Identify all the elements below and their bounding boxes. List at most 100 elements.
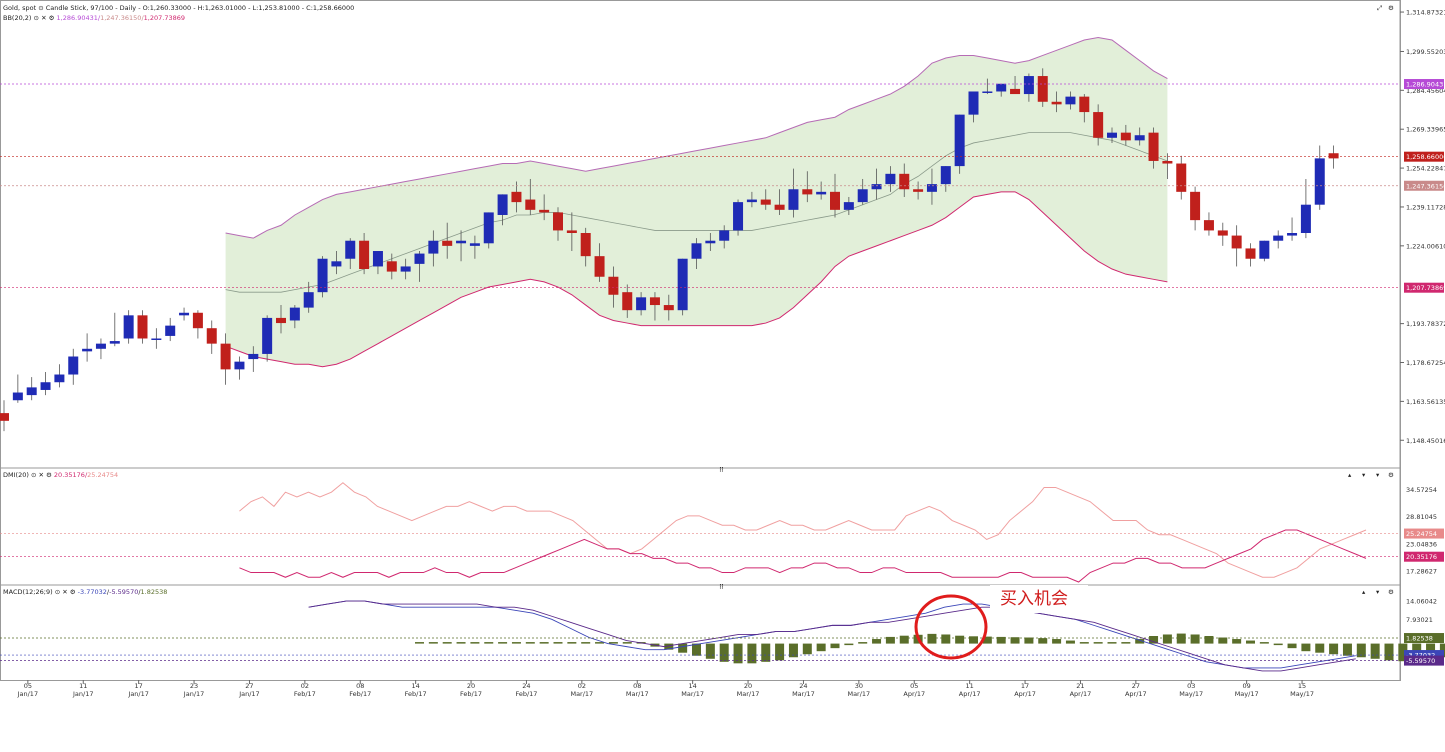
- macd-histogram-bar: [1370, 643, 1380, 659]
- macd-histogram-bar: [830, 643, 840, 649]
- macd-histogram-bar: [941, 634, 951, 644]
- candle-body: [649, 297, 660, 306]
- gear-icon[interactable]: ⚙: [1388, 471, 1394, 479]
- value-tag-text: 1,258.66000: [1406, 153, 1445, 161]
- candle-body: [151, 338, 162, 340]
- macd-axis-label: 7.93021: [1406, 616, 1433, 624]
- move-up-icon[interactable]: ▴: [1348, 471, 1352, 479]
- price-axis-label: 1,284.45604: [1406, 87, 1445, 95]
- macd-histogram-bar: [415, 642, 424, 644]
- candle-body: [262, 317, 273, 354]
- candle-body: [719, 230, 730, 241]
- instrument-label: Gold, spot ⊙ Candle Stick, 97/100 - Dail…: [3, 4, 354, 12]
- resize-handle-icon[interactable]: ⠿: [719, 583, 724, 591]
- macd-histogram-bar: [1121, 642, 1131, 644]
- candle-body: [885, 173, 896, 185]
- candle-body: [276, 317, 286, 324]
- macd-histogram-bar: [1384, 643, 1394, 661]
- macd-histogram-bar: [525, 642, 535, 644]
- time-axis-month: Apr/17: [959, 690, 981, 698]
- candle-body: [303, 292, 314, 308]
- macd-histogram-bar: [1273, 643, 1283, 646]
- move-down-icon[interactable]: ▾: [1376, 588, 1380, 596]
- candle-body: [26, 387, 37, 396]
- move-up-icon[interactable]: ▴: [1362, 588, 1366, 596]
- candle-body: [871, 184, 882, 190]
- dmi-axis-label: 28.81045: [1406, 513, 1437, 521]
- time-axis-day: 02: [578, 682, 586, 690]
- close-icon[interactable]: ✕: [41, 14, 46, 22]
- dmi-axis-label: 17.28627: [1406, 568, 1437, 576]
- resize-handle-icon[interactable]: ⠿: [719, 466, 724, 474]
- value-tag-text: -3.77032: [1406, 652, 1435, 660]
- macd-histogram-bar: [885, 636, 895, 644]
- time-axis-day: 23: [190, 682, 198, 690]
- candle-body: [54, 374, 65, 383]
- time-axis-month: Jan/17: [183, 690, 204, 698]
- eye-icon[interactable]: ⊙: [55, 588, 60, 596]
- gear-icon[interactable]: ⚙: [70, 588, 76, 596]
- candle-body: [1051, 101, 1062, 105]
- macd-histogram-and-lines: [308, 600, 1445, 672]
- candle-body: [497, 194, 508, 215]
- eye-icon[interactable]: ⊙: [34, 14, 39, 22]
- axes: 1,314.87321 1,299.55203 1,284.45604 1,269.3…: [17, 9, 1445, 698]
- macd-histogram-bar: [1301, 643, 1311, 652]
- gear-icon[interactable]: ⚙: [46, 471, 52, 479]
- candle-body: [1010, 88, 1021, 95]
- value-tag: -5.59570: [1404, 655, 1444, 666]
- candle-body: [705, 240, 716, 244]
- candle-body: [123, 315, 134, 339]
- macd-histogram-bar: [761, 643, 771, 662]
- candle-body: [1065, 96, 1076, 105]
- gear-icon[interactable]: ⚙: [1388, 588, 1394, 596]
- macd-histogram-bar: [1218, 637, 1228, 644]
- candle-body: [1259, 240, 1270, 259]
- value-tag-text: -5.59570: [1406, 657, 1435, 665]
- macd-histogram-bar: [595, 642, 605, 644]
- candles: [0, 68, 1339, 432]
- expand-icon[interactable]: ⤢: [1377, 4, 1383, 12]
- close-icon[interactable]: ✕: [62, 588, 67, 596]
- macd-histogram-bar: [1149, 636, 1159, 644]
- candle-body: [843, 202, 854, 210]
- price-axis-label: 1,163.56135: [1406, 398, 1445, 406]
- bb-lower-line: [225, 191, 1168, 368]
- move-down-icon[interactable]: ▾: [1362, 471, 1366, 479]
- time-axis-month: Mar/17: [626, 690, 649, 698]
- candle-body: [733, 202, 744, 231]
- macd-histogram-bar: [969, 636, 978, 644]
- candle-body: [1231, 235, 1242, 249]
- eye-icon[interactable]: ⊙: [31, 471, 36, 479]
- time-axis-day: 05: [910, 682, 918, 690]
- macd-histogram-bar: [581, 642, 591, 644]
- candle-body: [746, 199, 757, 203]
- value-tags: 1,286.90431 1,258.66000 1,247.36150 1,207.7…: [0, 79, 1445, 666]
- eye-icon[interactable]: ⊙: [38, 4, 43, 12]
- candle-body: [1314, 158, 1325, 205]
- time-axis-day: 15: [1298, 682, 1306, 690]
- value-tag-box: [1404, 633, 1444, 644]
- time-axis-day: 27: [245, 682, 253, 690]
- candle-body: [1190, 191, 1201, 221]
- time-axis-month: Feb/17: [349, 690, 371, 698]
- candle-body: [192, 312, 203, 329]
- gear-icon[interactable]: ⚙: [1388, 4, 1394, 12]
- gear-icon[interactable]: ⚙: [49, 14, 55, 22]
- candle-body: [774, 204, 785, 210]
- time-axis-month: Mar/17: [847, 690, 870, 698]
- time-axis-day: 14: [412, 682, 420, 690]
- time-axis-month: May/17: [1179, 690, 1203, 698]
- candle-body: [816, 191, 827, 195]
- candle-body: [594, 256, 605, 277]
- candle-body: [553, 212, 563, 231]
- candle-body: [442, 240, 453, 246]
- macd-signal-line: [308, 600, 1356, 672]
- move-down-icon[interactable]: ▾: [1376, 471, 1380, 479]
- candle-body: [940, 166, 951, 185]
- macd-histogram-bar: [553, 642, 563, 644]
- macd-histogram-bar: [927, 633, 937, 644]
- close-icon[interactable]: ✕: [38, 471, 43, 479]
- candle-body: [1148, 132, 1159, 161]
